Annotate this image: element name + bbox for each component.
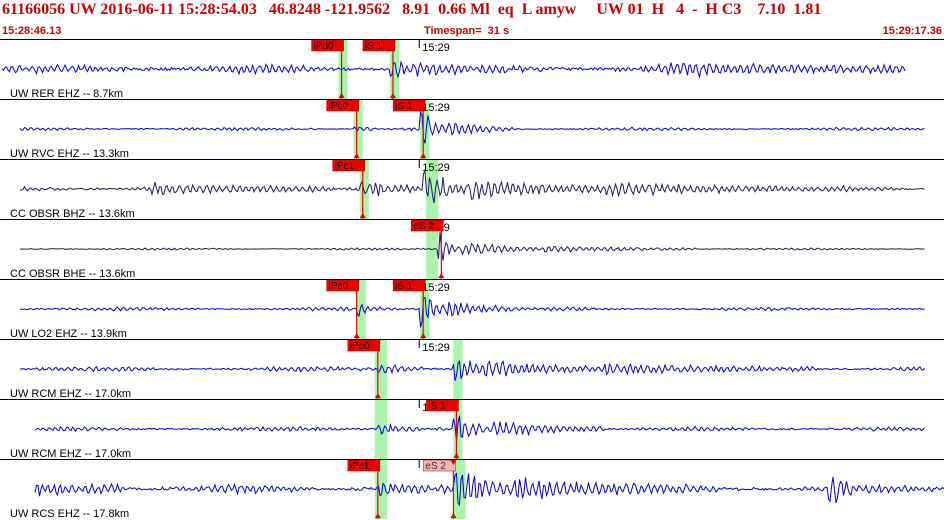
phase-pick-label: iS 1 [365, 41, 383, 52]
station-label: UW RCM EHZ -- 17.0km [10, 448, 131, 460]
station-label: CC OBSR BHE -- 13.6km [10, 268, 135, 280]
phase-pick-label: iPd0 [314, 41, 334, 52]
phase-pick-label: iPc0 [350, 341, 370, 352]
phase-window [389, 40, 400, 99]
station-label: UW RCM EHZ -- 17.0km [10, 388, 131, 400]
phase-window [338, 40, 348, 99]
pick-marker-top [338, 40, 345, 45]
seismogram-panel-4[interactable]: 15:29eS 2CC OBSR BHE -- 13.6km [0, 219, 944, 281]
seismogram-panel-7[interactable]: 15:29iS 1UW RCM EHZ -- 17.0km [0, 399, 944, 461]
station-label: CC OBSR BHZ -- 13.6km [10, 208, 135, 220]
pick-marker-bottom [353, 333, 360, 338]
waveform-trace [1, 60, 906, 79]
pick-marker-bottom [374, 393, 381, 398]
waveform-trace [19, 110, 925, 144]
pick-marker-bottom [359, 213, 366, 218]
phase-pick-label: iPc1 [335, 161, 355, 172]
event-header: 61166056 UW 2016-06-11 15:28:54.03 46.82… [0, 0, 944, 40]
pick-marker-top [438, 220, 445, 225]
pick-marker-bottom [453, 453, 460, 458]
phase-pick-label: iPc0 [329, 281, 349, 292]
pick-marker-top [353, 280, 360, 285]
phase-window [356, 280, 366, 339]
minute-label: 15:29 [422, 42, 450, 54]
pick-marker-top [389, 40, 396, 45]
phase-pick-label: iS 1 [395, 281, 413, 292]
event-summary-line: 61166056 UW 2016-06-11 15:28:54.03 46.82… [2, 1, 822, 18]
phase-window [420, 280, 430, 339]
phase-pick-label: iPc0 [329, 101, 349, 112]
station-label: UW LO2 EHZ -- 13.9km [10, 328, 127, 340]
pick-marker-bottom [338, 93, 345, 98]
station-label: UW RER EHZ -- 8.7km [10, 88, 123, 100]
phase-window [420, 100, 430, 159]
pick-marker-bottom [389, 93, 396, 98]
pick-marker-top [374, 340, 381, 345]
phase-pick-label: eS 2 [425, 461, 446, 472]
minute-label: 15:29 [422, 102, 450, 114]
waveform-trace [19, 359, 925, 381]
start-time-label: 15:28:46.13 [2, 25, 62, 37]
pick-marker-bottom [420, 153, 427, 158]
station-label: UW RVC EHZ -- 13.3km [10, 148, 129, 160]
pick-marker-bottom [353, 153, 360, 158]
waveform-trace [19, 168, 925, 204]
phase-pick-label: iS 1 [395, 101, 413, 112]
seismogram-panel-6[interactable]: 15:29 iPc0 UW RCM EHZ -- 17.0km [0, 339, 944, 401]
pick-marker-bottom [450, 513, 457, 518]
pick-marker-bottom [438, 273, 445, 278]
seismogram-panel-5[interactable]: 15:29 iPc0 iS 1 UW LO2 EHZ -- 13.9km [0, 279, 944, 341]
waveform-canvas[interactable]: 15:29 iPd0 iS 1 UW RER EHZ -- 8.7km 15:29 iPc… [0, 39, 944, 520]
station-label: UW RCS EHZ -- 17.8km [10, 508, 129, 520]
pick-marker-top [450, 460, 457, 465]
minute-label: 15:29 [422, 282, 450, 294]
pick-marker-top [453, 400, 460, 405]
seismogram-panels: 15:29 iPd0 iS 1 UW RER EHZ -- 8.7km 15:29 iPc… [0, 39, 944, 520]
waveform-trace [19, 297, 925, 328]
seismogram-panel-2[interactable]: 15:29 iPc0 iS 1 UW RVC EHZ -- 13.3km [0, 99, 944, 161]
pick-marker-bottom [374, 513, 381, 518]
phase-pick-label: iPc1 [350, 461, 370, 472]
phase-window [453, 340, 463, 399]
waveform-trace [19, 232, 925, 261]
pick-marker-top [374, 460, 381, 465]
phase-pick-label: eS 2 [413, 221, 434, 232]
timespan-label: Timespan= 31 s [424, 25, 510, 37]
pick-marker-top [359, 160, 366, 165]
phase-pick-label: iS 1 [428, 401, 446, 412]
waveform-trace [34, 415, 925, 442]
end-time-label: 15:29:17.36 [882, 25, 942, 37]
pick-marker-top [353, 100, 360, 105]
pick-marker-bottom [420, 333, 427, 338]
seismogram-panel-8[interactable]: 15:29iPc1eS 2UW RCS EHZ -- 17.8km [0, 459, 944, 520]
seismogram-panel-3[interactable]: 15:29 iPc1 CC OBSR BHZ -- 13.6km [0, 159, 944, 221]
pick-marker-top [420, 100, 427, 105]
minute-label: 15:29 [422, 342, 450, 354]
pick-marker-top [420, 280, 427, 285]
minute-label: 15:29 [422, 162, 450, 174]
waveform-trace [34, 472, 944, 507]
seismogram-panel-1[interactable]: 15:29 iPd0 iS 1 UW RER EHZ -- 8.7km [0, 39, 944, 101]
